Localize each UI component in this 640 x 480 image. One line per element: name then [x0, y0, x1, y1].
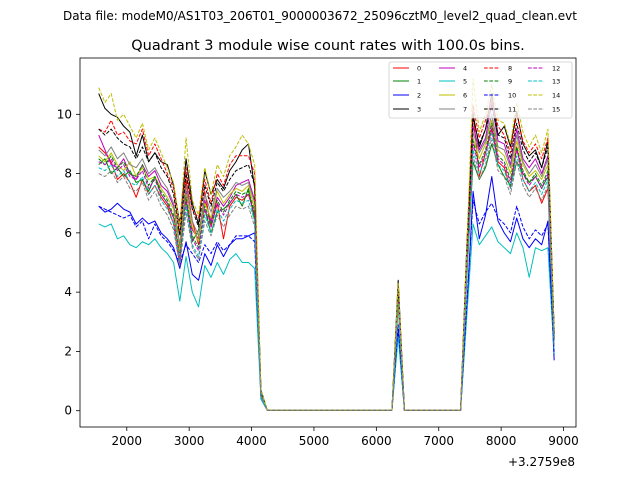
plot-area	[80, 58, 576, 427]
y-axis: 0 2 4 6 8 10	[57, 107, 80, 418]
y-tick-label: 4	[64, 285, 72, 299]
legend-label: 6	[463, 92, 467, 100]
legend-label: 4	[463, 65, 467, 73]
y-tick-label: 8	[64, 167, 72, 181]
legend-label: 7	[463, 106, 467, 114]
axes-frame	[79, 57, 577, 428]
x-tick-label: 8000	[486, 434, 517, 448]
x-tick-label: 5000	[299, 434, 330, 448]
y-tick-label: 6	[64, 226, 72, 240]
y-tick-label: 2	[64, 344, 72, 358]
legend-label: 12	[552, 65, 560, 73]
legend-label: 13	[552, 78, 560, 86]
legend-label: 0	[417, 65, 421, 73]
x-tick-label: 9000	[548, 434, 579, 448]
series-line-12	[98, 125, 555, 411]
legend-label: 5	[463, 78, 467, 86]
x-offset-text: +3.2759e8	[508, 455, 575, 469]
legend-label: 9	[508, 78, 512, 86]
legend-label: 15	[552, 106, 560, 114]
x-tick-label: 4000	[236, 434, 267, 448]
x-tick-label: 2000	[112, 434, 143, 448]
legend-label: 1	[417, 78, 421, 86]
x-axis: 2000 3000 4000 5000 6000 7000 8000 9000	[112, 427, 579, 448]
x-tick-label: 7000	[423, 434, 454, 448]
series-line-14	[98, 78, 555, 411]
chart-suptitle: Data file: modeM0/AS1T03_206T01_90000036…	[63, 9, 577, 23]
y-tick-label: 0	[64, 404, 72, 418]
legend-frame	[388, 61, 573, 119]
legend-label: 8	[508, 65, 512, 73]
x-tick-label: 3000	[174, 434, 205, 448]
y-tick-label: 10	[57, 107, 72, 121]
series-layer	[98, 78, 555, 411]
chart-title: Quadrant 3 module wise count rates with …	[131, 38, 525, 54]
legend-label: 11	[508, 106, 516, 114]
series-line-15	[98, 137, 555, 411]
legend-label: 2	[417, 92, 421, 100]
series-line-11	[98, 104, 555, 411]
legend-label: 10	[508, 92, 516, 100]
legend-label: 14	[552, 92, 560, 100]
x-tick-label: 6000	[361, 434, 392, 448]
legend-label: 3	[417, 106, 421, 114]
